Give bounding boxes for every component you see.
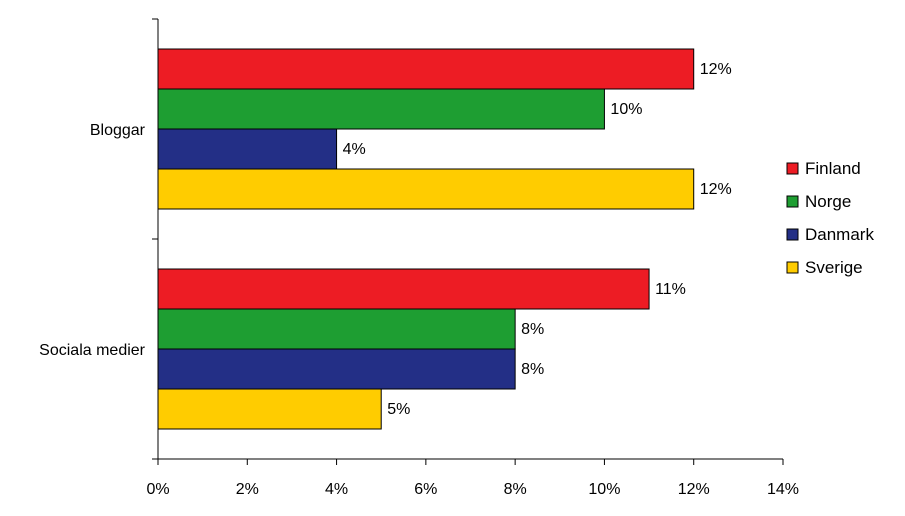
data-label: 12% — [700, 181, 732, 198]
legend-swatch — [786, 162, 799, 175]
x-tick-label: 2% — [236, 481, 259, 498]
data-label: 12% — [700, 61, 732, 78]
legend-swatch — [786, 261, 799, 274]
data-label: 8% — [521, 321, 544, 338]
legend-swatch — [786, 228, 799, 241]
category-label: Sociala medier — [39, 342, 146, 359]
bar — [157, 128, 338, 170]
legend: Finland Norge Danmark Sverige — [786, 159, 874, 277]
data-label: 10% — [610, 101, 642, 118]
bars — [157, 48, 695, 430]
x-tick-label: 6% — [414, 481, 437, 498]
bar — [157, 88, 605, 130]
legend-label: Sverige — [805, 258, 863, 277]
y-ticks: Bloggar Sociala medier — [39, 18, 158, 460]
x-tick-label: 12% — [678, 481, 710, 498]
x-ticks: 0% 2% 4% 6% 8% 10% 12% 14% — [146, 459, 799, 498]
legend-label: Finland — [805, 159, 861, 178]
value-labels: 12% 10% 4% 12% 11% 8% 8% 5% — [343, 61, 732, 418]
x-tick-label: 8% — [504, 481, 527, 498]
legend-swatch — [786, 195, 799, 208]
bar — [157, 268, 650, 310]
x-tick-label: 10% — [588, 481, 620, 498]
x-tick-label: 4% — [325, 481, 348, 498]
legend-label: Norge — [805, 192, 851, 211]
x-tick-label: 0% — [146, 481, 169, 498]
data-label: 4% — [343, 141, 366, 158]
bar — [157, 348, 516, 390]
data-label: 5% — [387, 401, 410, 418]
data-label: 11% — [655, 281, 686, 298]
bar — [157, 388, 382, 430]
bar — [157, 308, 516, 350]
bar — [157, 48, 695, 90]
legend-label: Danmark — [805, 225, 874, 244]
bar — [157, 168, 695, 210]
category-label: Bloggar — [90, 122, 146, 139]
x-tick-label: 14% — [767, 481, 799, 498]
data-label: 8% — [521, 361, 544, 378]
